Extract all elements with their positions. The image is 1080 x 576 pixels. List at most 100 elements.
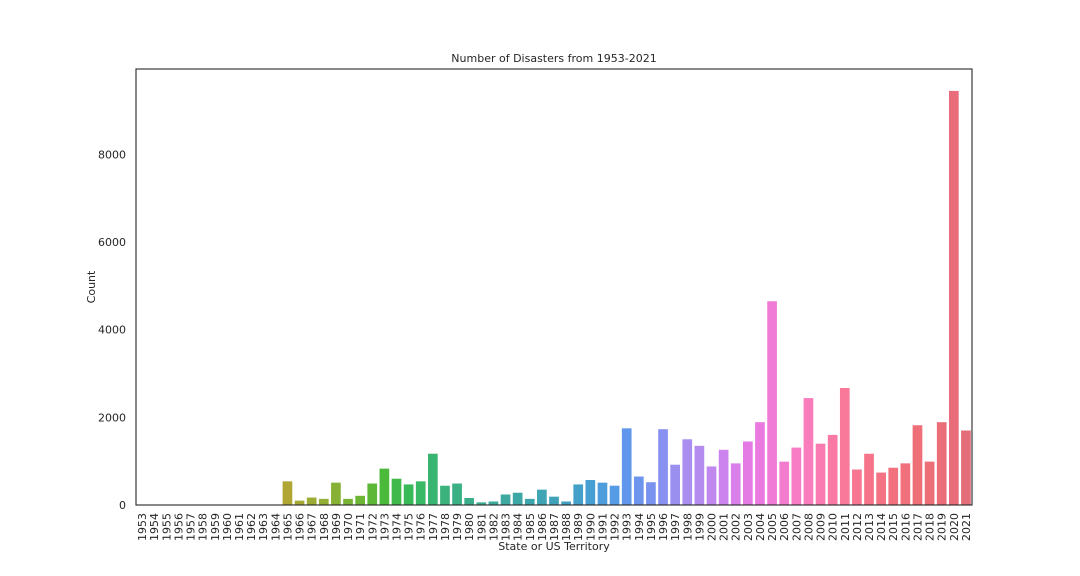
x-tick-label: 1979 bbox=[451, 513, 464, 541]
bar bbox=[779, 461, 790, 505]
bar bbox=[488, 501, 499, 505]
bar bbox=[573, 484, 584, 505]
x-tick-label: 2012 bbox=[851, 513, 864, 541]
bar bbox=[379, 468, 390, 505]
x-tick-label: 2016 bbox=[899, 513, 912, 541]
x-tick-label: 1958 bbox=[197, 513, 210, 541]
x-tick-label: 2007 bbox=[790, 513, 803, 541]
x-tick-label: 1993 bbox=[621, 513, 634, 541]
x-tick-label: 2009 bbox=[815, 513, 828, 541]
x-tick-label: 1969 bbox=[330, 513, 343, 541]
y-tick-label: 0 bbox=[119, 499, 126, 512]
bar bbox=[839, 388, 850, 505]
x-tick-label: 2002 bbox=[730, 513, 743, 541]
x-tick-label: 1955 bbox=[160, 513, 173, 541]
x-tick-label: 2013 bbox=[863, 513, 876, 541]
bar bbox=[524, 498, 535, 505]
x-tick-label: 1960 bbox=[221, 513, 234, 541]
x-tick-label: 2004 bbox=[754, 513, 767, 541]
bar bbox=[306, 497, 317, 505]
bar bbox=[658, 429, 668, 505]
x-tick-label: 2014 bbox=[875, 513, 888, 541]
x-tick-label: 1966 bbox=[294, 513, 307, 541]
x-tick-label: 2015 bbox=[887, 513, 900, 541]
x-tick-label: 2000 bbox=[706, 513, 719, 541]
x-tick-label: 1954 bbox=[148, 513, 161, 541]
bar bbox=[900, 463, 911, 505]
bar bbox=[537, 489, 547, 505]
bar bbox=[936, 422, 947, 505]
bar bbox=[924, 461, 935, 505]
bar bbox=[876, 472, 886, 505]
bar bbox=[355, 495, 365, 505]
x-tick-label: 1984 bbox=[512, 513, 525, 541]
bar bbox=[561, 501, 571, 505]
x-tick-label: 1991 bbox=[596, 513, 609, 541]
x-tick-label: 1963 bbox=[257, 513, 270, 541]
x-tick-label: 1990 bbox=[584, 513, 597, 541]
x-tick-label: 1971 bbox=[354, 513, 367, 541]
x-axis-title: State or US Territory bbox=[498, 540, 610, 553]
bars bbox=[137, 90, 971, 505]
x-tick-label: 2011 bbox=[839, 513, 852, 541]
chart-title: Number of Disasters from 1953-2021 bbox=[451, 52, 656, 65]
bar bbox=[403, 484, 414, 505]
bar bbox=[706, 466, 717, 505]
x-tick-label: 1981 bbox=[475, 513, 488, 541]
bar bbox=[864, 453, 874, 505]
x-tick-label: 1962 bbox=[245, 513, 258, 541]
x-tick-label: 2019 bbox=[936, 513, 949, 541]
bar bbox=[912, 425, 923, 505]
x-tick-label: 2021 bbox=[960, 513, 973, 541]
y-tick-label: 2000 bbox=[98, 411, 126, 424]
x-tick-label: 2001 bbox=[718, 513, 731, 541]
x-tick-label: 2017 bbox=[911, 513, 924, 541]
x-tick-label: 1961 bbox=[233, 513, 246, 541]
bar bbox=[318, 498, 329, 505]
bar bbox=[427, 453, 438, 505]
x-tick-label: 1989 bbox=[572, 513, 585, 541]
x-tick-label: 1972 bbox=[366, 513, 379, 541]
x-tick-label: 2010 bbox=[827, 513, 840, 541]
x-tick-label: 1987 bbox=[548, 513, 561, 541]
x-tick-label: 2003 bbox=[742, 513, 755, 541]
x-tick-label: 1974 bbox=[390, 513, 403, 541]
x-axis-ticks: 1953 1954 1955 1956 1957 1958 1959 1960 1961 1962… bbox=[136, 513, 973, 541]
bar bbox=[718, 449, 729, 505]
bar bbox=[767, 301, 777, 505]
x-tick-label: 1953 bbox=[136, 513, 149, 541]
bar bbox=[500, 494, 511, 505]
bar bbox=[609, 485, 620, 505]
bar bbox=[282, 481, 293, 505]
x-tick-label: 1957 bbox=[185, 513, 198, 541]
y-tick-label: 4000 bbox=[98, 324, 126, 337]
x-tick-label: 1992 bbox=[609, 513, 622, 541]
bar bbox=[827, 434, 838, 505]
bar bbox=[585, 480, 596, 505]
x-tick-label: 1967 bbox=[306, 513, 319, 541]
bar bbox=[440, 485, 450, 505]
x-tick-label: 2005 bbox=[766, 513, 779, 541]
x-tick-label: 1968 bbox=[318, 513, 331, 541]
x-tick-label: 1986 bbox=[536, 513, 549, 541]
x-tick-label: 1997 bbox=[669, 513, 682, 541]
x-tick-label: 1980 bbox=[463, 513, 476, 541]
y-axis-title: Count bbox=[85, 270, 98, 303]
x-tick-label: 2018 bbox=[924, 513, 937, 541]
y-axis-ticks: 0 2000 4000 6000 8000 bbox=[98, 148, 126, 512]
x-tick-label: 1999 bbox=[693, 513, 706, 541]
bar bbox=[633, 476, 644, 505]
x-tick-label: 1970 bbox=[342, 513, 355, 541]
bar bbox=[682, 439, 693, 505]
bar bbox=[961, 430, 971, 505]
x-tick-label: 1995 bbox=[645, 513, 658, 541]
bar bbox=[597, 482, 608, 505]
bar bbox=[791, 447, 802, 505]
bar bbox=[888, 467, 899, 505]
bar bbox=[646, 482, 656, 505]
x-tick-label: 1973 bbox=[378, 513, 391, 541]
x-tick-label: 1956 bbox=[172, 513, 185, 541]
bar bbox=[755, 422, 765, 505]
bar bbox=[367, 483, 378, 505]
